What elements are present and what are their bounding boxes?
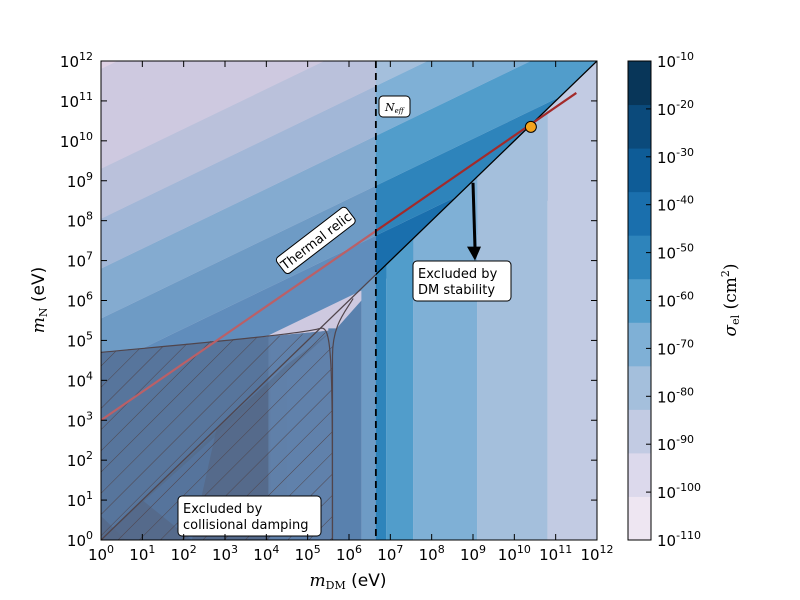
upper-band-7	[101, 61, 118, 69]
x-tick-label-6: 106	[336, 543, 362, 564]
thermal-relic-label-box	[275, 206, 356, 275]
collisional-hatch	[101, 330, 339, 540]
colorbar-segment-3	[628, 365, 651, 410]
colorbar-tick-label-2: 10-90	[657, 433, 694, 454]
annotation-dm-stability-line-1: DM stability	[418, 283, 495, 298]
y-axis-label: mN (eV)	[29, 267, 50, 334]
colorbar-segment-10	[628, 61, 651, 106]
upper-band-2	[101, 61, 597, 319]
x-tick-label-12: 1012	[580, 543, 613, 564]
colorbar-tick-label-0: 10-110	[657, 529, 701, 550]
annotation-collisional-damping-line-0: Excluded by	[183, 502, 263, 517]
x-tick-label-0: 100	[88, 543, 114, 564]
stability-boundary	[331, 298, 354, 540]
x-tick-label-2: 102	[171, 543, 197, 564]
x-tick-label-3: 103	[212, 543, 238, 564]
y-tick-label-8: 108	[67, 210, 93, 231]
right-band-3	[477, 108, 548, 540]
colorbar-segment-5	[628, 278, 651, 323]
colorbar-tick-label-5: 10-60	[657, 290, 694, 311]
upper-band-6	[101, 61, 221, 119]
y-tick-label-10: 1010	[60, 130, 93, 151]
neff-label-text: Neff	[384, 101, 405, 115]
colorbar-tick-label-9: 10-20	[657, 98, 694, 119]
y-tick-label-1: 101	[67, 489, 93, 510]
x-tick-label-4: 104	[253, 543, 279, 564]
y-axis-label-text: mN (eV)	[29, 267, 50, 334]
right-band-1	[386, 238, 414, 540]
y-tick-label-2: 102	[67, 449, 93, 470]
colorbar-segment-9	[628, 104, 651, 149]
wedge-dark-band	[328, 300, 362, 540]
x-axis-label: mDM (eV)	[310, 571, 387, 592]
right-band-4	[547, 61, 597, 540]
colorbar-tick-label-8: 10-30	[657, 146, 694, 167]
x-tick-label-7: 107	[377, 543, 403, 564]
colorbar-tick-label-1: 10-100	[657, 481, 701, 502]
neff-label-box	[378, 95, 411, 118]
upper-band-3	[101, 61, 531, 269]
stability-arrow-head	[467, 246, 481, 261]
colorbar: 10-110 10-100 10-90 10-80 10-70 10-60 10-50 10-…	[627, 50, 742, 550]
colorbar-segment-8	[628, 148, 651, 193]
axes: 100 101 102 103 104 105 106 107 108 109 1010 1011 10…	[29, 50, 614, 592]
colorbar-tick-label-4: 10-70	[657, 337, 694, 358]
y-tick-label-3: 103	[67, 409, 93, 430]
benchmark-marker	[524, 120, 537, 133]
colorbar-label: σel (cm2)	[719, 264, 742, 337]
neff-shaded-region	[101, 61, 376, 540]
y-tick-label-9: 109	[67, 170, 93, 191]
colorbar-segment-6	[628, 235, 651, 280]
y-tick-label-12: 1012	[60, 50, 93, 71]
stability-diagonal	[101, 61, 597, 540]
annotation-collisional-damping-line-1: collisional damping	[183, 518, 308, 533]
x-tick-label-5: 105	[295, 543, 321, 564]
colorbar-segment-1	[628, 452, 651, 497]
y-tick-label-0: 100	[67, 529, 93, 550]
x-tick-label-8: 108	[419, 543, 445, 564]
x-tick-label-11: 1011	[539, 543, 572, 564]
plot-area	[101, 61, 597, 540]
colorbar-tick-label-10: 10-10	[657, 50, 694, 71]
x-tick-label-9: 109	[460, 543, 486, 564]
colorbar-segment-4	[628, 322, 651, 367]
colorbar-segment-0	[628, 496, 651, 541]
colorbar-segment-7	[628, 191, 651, 236]
upper-band-4	[101, 61, 428, 219]
colorbar-tick-label-7: 10-40	[657, 194, 694, 215]
colorbar-tick-label-3: 10-80	[657, 385, 694, 406]
upper-band-5	[101, 61, 325, 169]
right-band-2	[413, 176, 478, 540]
stability-arrow-shaft	[471, 182, 477, 249]
annotation-dm-stability-box	[412, 260, 512, 302]
y-tick-label-6: 106	[67, 290, 93, 311]
y-tick-label-7: 107	[67, 250, 93, 271]
thermal-relic-line	[101, 92, 577, 422]
colorbar-tick-label-6: 10-50	[657, 242, 694, 263]
annotation-collisional-damping-box	[177, 495, 322, 537]
y-tick-label-11: 1011	[60, 90, 93, 111]
colorbar-segment-2	[628, 409, 651, 454]
y-tick-label-4: 104	[67, 369, 93, 390]
colorbar-label-text: σel (cm2)	[719, 264, 742, 337]
neff-label: Neff	[378, 95, 411, 118]
annotation-dm-stability-line-0: Excluded by	[418, 267, 498, 282]
x-tick-label-10: 1010	[498, 543, 531, 564]
right-band-0	[361, 264, 387, 540]
y-tick-label-5: 105	[67, 329, 93, 350]
x-tick-label-1: 101	[129, 543, 155, 564]
